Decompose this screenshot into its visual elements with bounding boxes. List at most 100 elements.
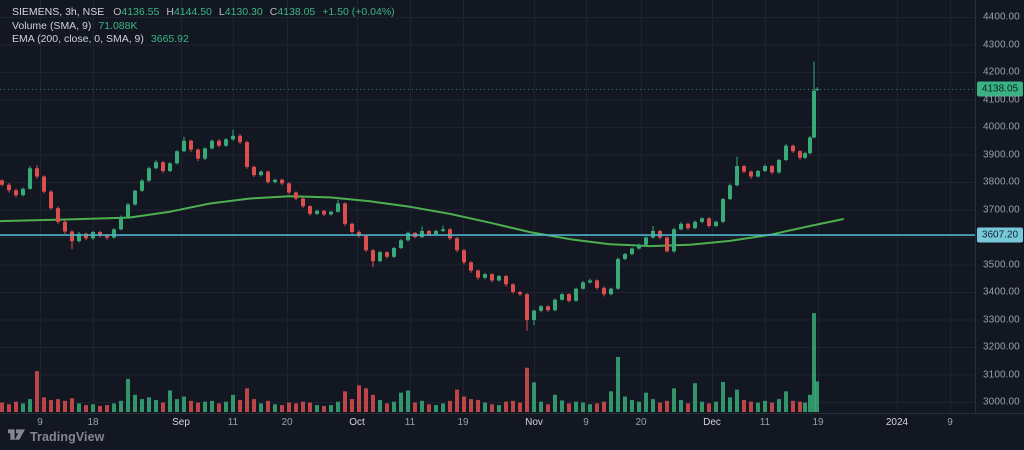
volume-bar: [686, 403, 690, 412]
candle-body: [455, 238, 459, 251]
volume-legend-row[interactable]: Volume (SMA, 9) 71.088K: [12, 20, 395, 34]
volume-bar: [434, 405, 438, 412]
candle-body: [0, 180, 4, 185]
volume-bar: [784, 391, 788, 412]
candle-body: [791, 145, 795, 152]
candle-body: [343, 203, 347, 224]
tradingview-logo-icon: [8, 429, 25, 440]
volume-bar: [42, 397, 46, 412]
symbol-legend-row[interactable]: SIEMENS, 3h, NSE O4136.55 H4144.50 L4130.30…: [12, 6, 395, 20]
candle-body: [322, 210, 326, 215]
price-axis-label: 4400.00: [983, 11, 1020, 23]
price-axis-label: 3000.00: [983, 396, 1020, 408]
volume-bar: [252, 399, 256, 412]
volume-bar: [322, 405, 326, 412]
volume-bar: [224, 401, 228, 412]
volume-bar: [28, 399, 32, 412]
volume-bar: [532, 382, 536, 412]
candle-body: [70, 231, 74, 242]
volume-bar: [651, 399, 655, 412]
candle-body: [112, 229, 116, 238]
candle-body: [490, 274, 494, 281]
candle-body: [511, 284, 515, 292]
volume-bar: [385, 403, 389, 412]
price-axis-label: 3900.00: [983, 149, 1020, 160]
volume-bar: [301, 401, 305, 412]
high-label: H: [166, 6, 174, 18]
volume-bar: [77, 403, 81, 412]
candle-body: [803, 153, 807, 158]
volume-bar: [189, 400, 193, 412]
volume-bar: [70, 398, 74, 412]
symbol-title: SIEMENS, 3h, NSE: [12, 6, 105, 18]
candle-body: [49, 191, 53, 209]
volume-bar: [518, 402, 522, 412]
volume-bar: [98, 405, 102, 412]
candle-body: [700, 218, 704, 222]
volume-bar: [763, 400, 767, 412]
candle-body: [476, 270, 480, 278]
time-axis[interactable]: 9 18 Sep 11 20 Oct 11 19 Nov 9 20 Dec 11 19 2024 9: [0, 413, 1024, 431]
high-value: 4144.50: [173, 6, 212, 18]
price-axis-label: 3400.00: [983, 286, 1020, 298]
candle-body: [119, 217, 123, 230]
volume-bar: [803, 402, 807, 412]
volume-bar: [553, 394, 557, 412]
volume-bar: [476, 399, 480, 412]
candle-body: [14, 190, 18, 196]
volume-bar: [448, 400, 452, 412]
volume-bar: [672, 388, 676, 412]
last-price-badge: 4138.05: [977, 81, 1023, 97]
volume-bar: [182, 396, 186, 412]
candle-body: [357, 232, 361, 236]
volume-bar: [812, 313, 816, 412]
chart-pane[interactable]: SIEMENS, 3h, NSE O4136.55 H4144.50 L4130.30…: [0, 0, 975, 413]
price-axis[interactable]: 4138.05 3607.20 4400.00 4300.00 4200.00 410…: [975, 0, 1024, 413]
candle-body: [434, 230, 438, 235]
price-axis-label: 4200.00: [983, 66, 1020, 78]
volume-bar: [231, 394, 235, 412]
chart-legend: SIEMENS, 3h, NSE O4136.55 H4144.50 L4130.30…: [12, 6, 395, 47]
volume-bar: [49, 399, 53, 412]
price-axis-label: 3800.00: [983, 176, 1020, 188]
level-price-badge[interactable]: 3607.20: [977, 227, 1023, 243]
volume-bar: [210, 400, 214, 412]
volume-bar: [84, 405, 88, 412]
low-label: L: [218, 6, 225, 18]
candle-body: [588, 280, 592, 283]
candle-body: [525, 294, 529, 321]
volume-bar: [588, 404, 592, 412]
volume-bar: [287, 402, 291, 412]
price-axis-label: 4000.00: [983, 121, 1020, 133]
ema-indicator-value: 3665.92: [150, 33, 189, 45]
low-value: 4130.30: [224, 6, 263, 18]
volume-bar: [280, 405, 284, 412]
candle-body: [763, 166, 767, 171]
candle-body: [154, 162, 158, 169]
candle-body: [728, 185, 732, 200]
tradingview-logo[interactable]: TradingView: [8, 429, 105, 444]
volume-bar: [756, 402, 760, 412]
volume-bar: [525, 367, 529, 412]
candle-body: [168, 163, 172, 171]
price-chart-canvas[interactable]: [0, 0, 975, 413]
candle-body: [623, 254, 627, 259]
time-axis-label: 11: [759, 417, 771, 428]
tradingview-logo-text: TradingView: [30, 429, 105, 444]
candle-body: [336, 203, 340, 212]
volume-bar: [357, 385, 361, 412]
candle-body: [770, 166, 774, 173]
time-axis-label: Dec: [703, 417, 721, 428]
candle-body: [84, 233, 88, 239]
candle-body: [504, 276, 508, 285]
ema-indicator-label: EMA (200, close, 0, SMA, 9): [12, 33, 144, 45]
candle-body: [378, 252, 382, 262]
candle-body: [224, 139, 228, 146]
volume-bar: [700, 401, 704, 412]
price-axis-label: 3700.00: [983, 204, 1020, 215]
volume-bar: [721, 381, 725, 412]
candle-body: [808, 137, 812, 154]
volume-bar: [217, 403, 221, 412]
candle-body: [539, 306, 543, 311]
ema-legend-row[interactable]: EMA (200, close, 0, SMA, 9) 3665.92: [12, 33, 395, 47]
